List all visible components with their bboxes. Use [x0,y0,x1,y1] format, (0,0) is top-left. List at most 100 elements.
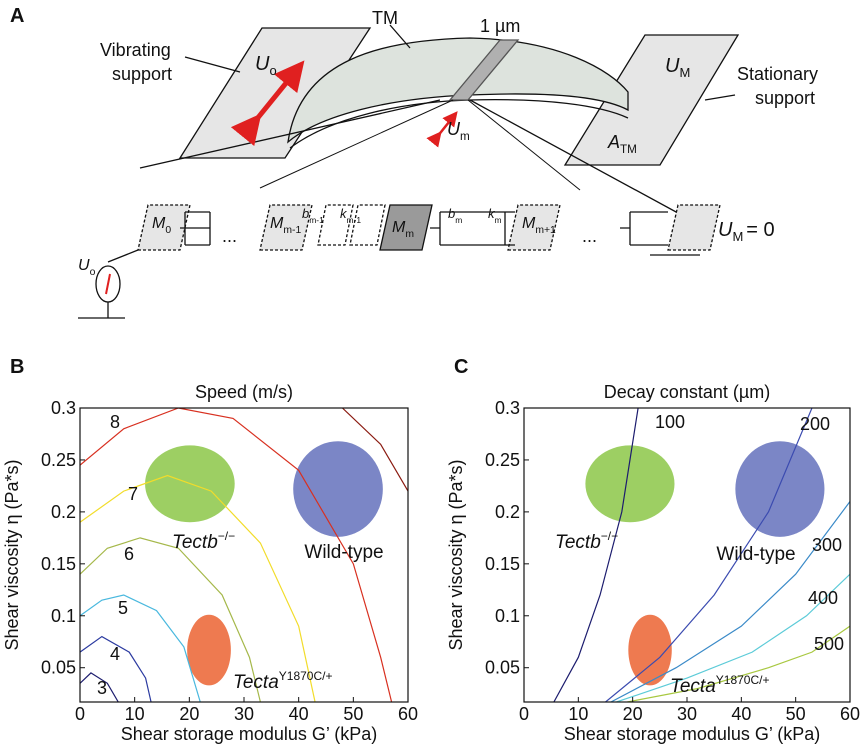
contour-label: 200 [800,414,830,434]
contour-line [605,408,813,702]
x-tick-label: 20 [179,704,199,724]
x-tick-label: 60 [398,704,418,724]
mass-box [137,204,191,251]
panel-label: A [10,5,24,27]
panel-label: B [10,356,24,378]
spring-ghost [349,204,386,246]
symbol-base: k [488,206,496,221]
region-label: Wild-type [716,544,795,565]
panel-a-drawing [78,24,740,319]
x-tick-label: 0 [75,704,85,724]
symbol: UM = 0 [718,219,775,244]
symbol-sub: TM [620,143,637,156]
symbol-base: b [302,206,309,221]
contour-label: 7 [128,484,138,504]
contour-line [610,501,850,702]
driver-arrow [105,273,111,295]
damper-spring [180,211,211,246]
symbol-base: U [447,119,461,139]
region-sup: Y1870C/+ [716,673,770,687]
panel-a-texts: A Vibrating support Stationary support T… [10,5,818,246]
contour-label: 3 [97,678,107,698]
region-label: TectaY1870C/+ [233,669,333,693]
damper-spring [620,211,668,246]
y-tick-label: 0.2 [51,502,76,522]
label: support [755,88,815,108]
symbol-sub: m [455,215,462,225]
label: support [112,64,172,84]
y-tick-label: 0.1 [51,606,76,626]
contour-label: 100 [655,412,685,432]
region-name: Tectb [172,532,218,553]
drive-arrow [230,60,305,147]
contour-line [80,474,316,702]
x-tick-label: 30 [234,704,254,724]
symbol-sub: m [495,215,502,225]
panel-label: C [454,356,468,378]
region-label: Wild-type [304,542,383,563]
plot-area [80,408,408,702]
label: 1 µm [480,16,520,36]
driver-link [107,249,139,263]
symbol: km [488,206,502,225]
y-tick-label: 0.25 [485,450,520,470]
contour-label: 300 [812,535,842,555]
contour-label: 4 [110,644,120,664]
symbol-sub: m [460,130,470,143]
y-tick-label: 0.15 [41,554,76,574]
symbol-base: M [522,215,536,232]
y-tick-label: 0.3 [495,398,520,418]
symbol-base: M [152,215,166,232]
zoom-line [259,99,454,189]
symbol-sub: m+1 [535,225,556,236]
symbol: bm [448,206,462,225]
region [293,441,383,537]
ellipsis: ... [582,226,597,246]
contour-line [80,672,119,702]
symbol: M0 [152,215,171,236]
mass-box [507,204,561,251]
damper-spring [430,211,515,246]
mass-box-active [379,204,433,251]
x-axis-label: Shear storage modulus G’ (kPa) [564,724,820,744]
contour-line [80,594,201,702]
symbol-sub: M [732,229,743,244]
symbol: UM [665,55,690,80]
region-name: Wild-type [304,542,383,563]
region-name: Tecta [670,676,716,697]
y-axis-label: Shear viscosity η (Pa*s) [2,459,22,650]
tm-slice [448,39,520,101]
chart-title: Decay constant (µm) [604,382,770,402]
x-tick-label: 10 [568,704,588,724]
symbol-base: U [255,53,270,75]
contour-label: 6 [124,544,134,564]
symbol-sub: m-1 [309,215,324,225]
symbol-base: A [607,132,620,152]
symbol-base: U [78,257,90,274]
mass-box [259,204,313,251]
y-tick-label: 0.25 [41,450,76,470]
contour-line [80,537,261,702]
leader [184,56,241,73]
x-tick-label: 30 [677,704,697,724]
symbol: Uo [255,53,277,78]
symbol-sub: 0 [165,225,171,236]
contour-label: 400 [808,588,838,608]
region [585,445,675,523]
x-tick-label: 40 [289,704,309,724]
region [187,614,231,686]
contour-label: 500 [814,634,844,654]
chart-title: Speed (m/s) [195,382,293,402]
symbol-tail: = 0 [746,219,774,241]
symbol-sub: m [405,229,414,240]
y-tick-label: 0.15 [485,554,520,574]
symbol: Um [447,119,470,143]
symbol: bm-1 [302,206,324,225]
region-label: Tectb−/− [172,529,235,553]
contour-label: 5 [118,598,128,618]
region-sup: −/− [601,529,618,543]
symbol-base: U [665,55,680,77]
x-tick-label: 10 [125,704,145,724]
symbol-base: U [718,219,733,241]
region-label: TectaY1870C/+ [670,673,770,697]
